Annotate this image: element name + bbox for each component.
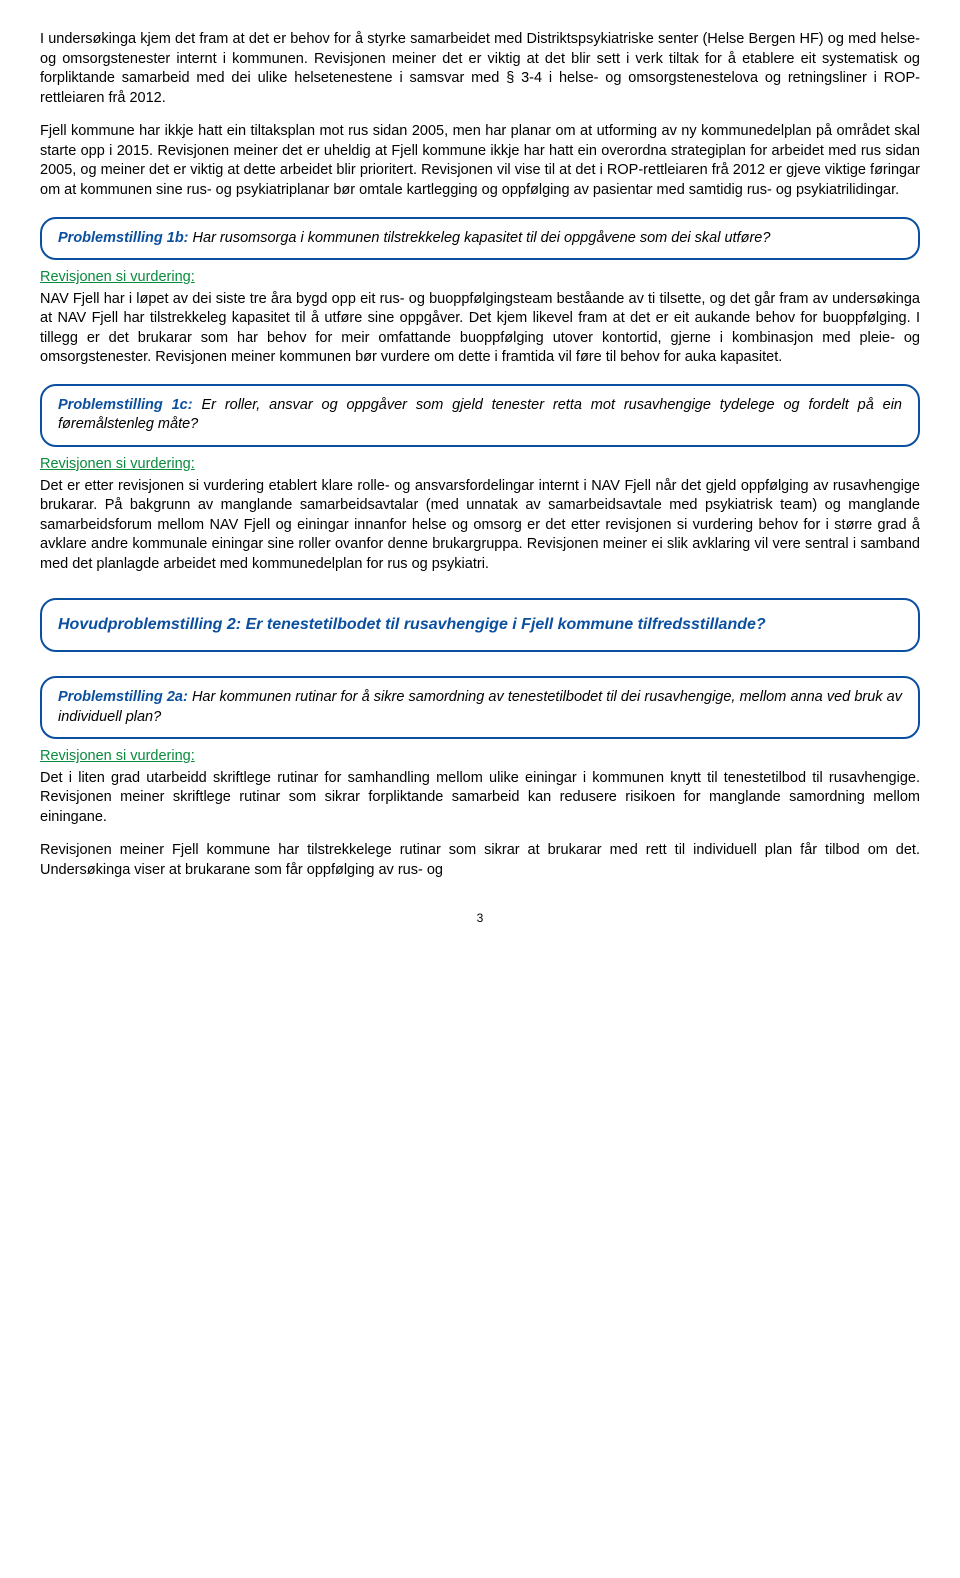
problemstilling-1b-title: Problemstilling 1b: — [58, 230, 189, 246]
vurdering-label-2a: Revisjonen si vurdering: — [40, 747, 920, 767]
hovudproblemstilling-2-text: Er tenestetilbodet til rusavhengige i Fj… — [241, 616, 766, 633]
problemstilling-1c-title: Problemstilling 1c: — [58, 397, 193, 413]
problemstilling-1b-text: Har rusomsorga i kommunen tilstrekkeleg … — [189, 230, 771, 246]
vurdering-2a-text-2: Revisjonen meiner Fjell kommune har tils… — [40, 841, 920, 880]
problemstilling-2a-box: Problemstilling 2a: Har kommunen rutinar… — [40, 676, 920, 739]
hovudproblemstilling-2-box: Hovudproblemstilling 2: Er tenestetilbod… — [40, 598, 920, 652]
problemstilling-2a-title: Problemstilling 2a: — [58, 689, 188, 705]
intro-paragraph-2: Fjell kommune har ikkje hatt ein tiltaks… — [40, 122, 920, 200]
vurdering-1b-text: NAV Fjell har i løpet av dei siste tre å… — [40, 290, 920, 368]
problemstilling-1b-box: Problemstilling 1b: Har rusomsorga i kom… — [40, 217, 920, 261]
problemstilling-1c-box: Problemstilling 1c: Er roller, ansvar og… — [40, 384, 920, 447]
vurdering-label-1c: Revisjonen si vurdering: — [40, 455, 920, 475]
hovudproblemstilling-2-title: Hovudproblemstilling 2: — [58, 616, 241, 633]
vurdering-2a-text-1: Det i liten grad utarbeidd skriftlege ru… — [40, 769, 920, 828]
vurdering-label-1b: Revisjonen si vurdering: — [40, 268, 920, 288]
document-page: I undersøkinga kjem det fram at det er b… — [0, 0, 960, 967]
page-number: 3 — [40, 910, 920, 926]
vurdering-1c-text: Det er etter revisjonen si vurdering eta… — [40, 477, 920, 575]
intro-paragraph-1: I undersøkinga kjem det fram at det er b… — [40, 30, 920, 108]
